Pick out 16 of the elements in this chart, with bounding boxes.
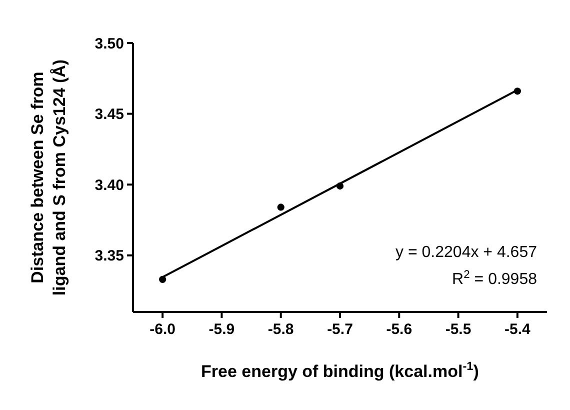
y-tick-label: 3.40 (94, 176, 124, 194)
y-tick-label: 3.35 (94, 248, 124, 265)
annotation: y = 0.2204x + 4.657 (396, 244, 538, 261)
y-tick-label: 3.45 (94, 106, 124, 124)
annotation: R$^{2}$ = 0.9958 (452, 269, 538, 288)
x-tick-label: -5.5 (445, 321, 472, 338)
x-tick-label: -6.0 (150, 321, 176, 338)
x-tick-label: -5.8 (268, 321, 294, 338)
x-tick-label: -5.6 (386, 321, 412, 338)
x-tick-label: -5.9 (208, 321, 235, 338)
x-axis-title: Free energy of binding (kcal.mol$^{-1}$) (201, 359, 479, 381)
x-tick-label: -5.4 (504, 321, 532, 338)
y-tick-label: 3.50 (94, 35, 124, 52)
y-axis-title: Distance between Se from ligand and S from Cys124 (Å) (28, 59, 69, 296)
point (277, 204, 284, 211)
x-tick-label: -5.7 (327, 321, 353, 338)
